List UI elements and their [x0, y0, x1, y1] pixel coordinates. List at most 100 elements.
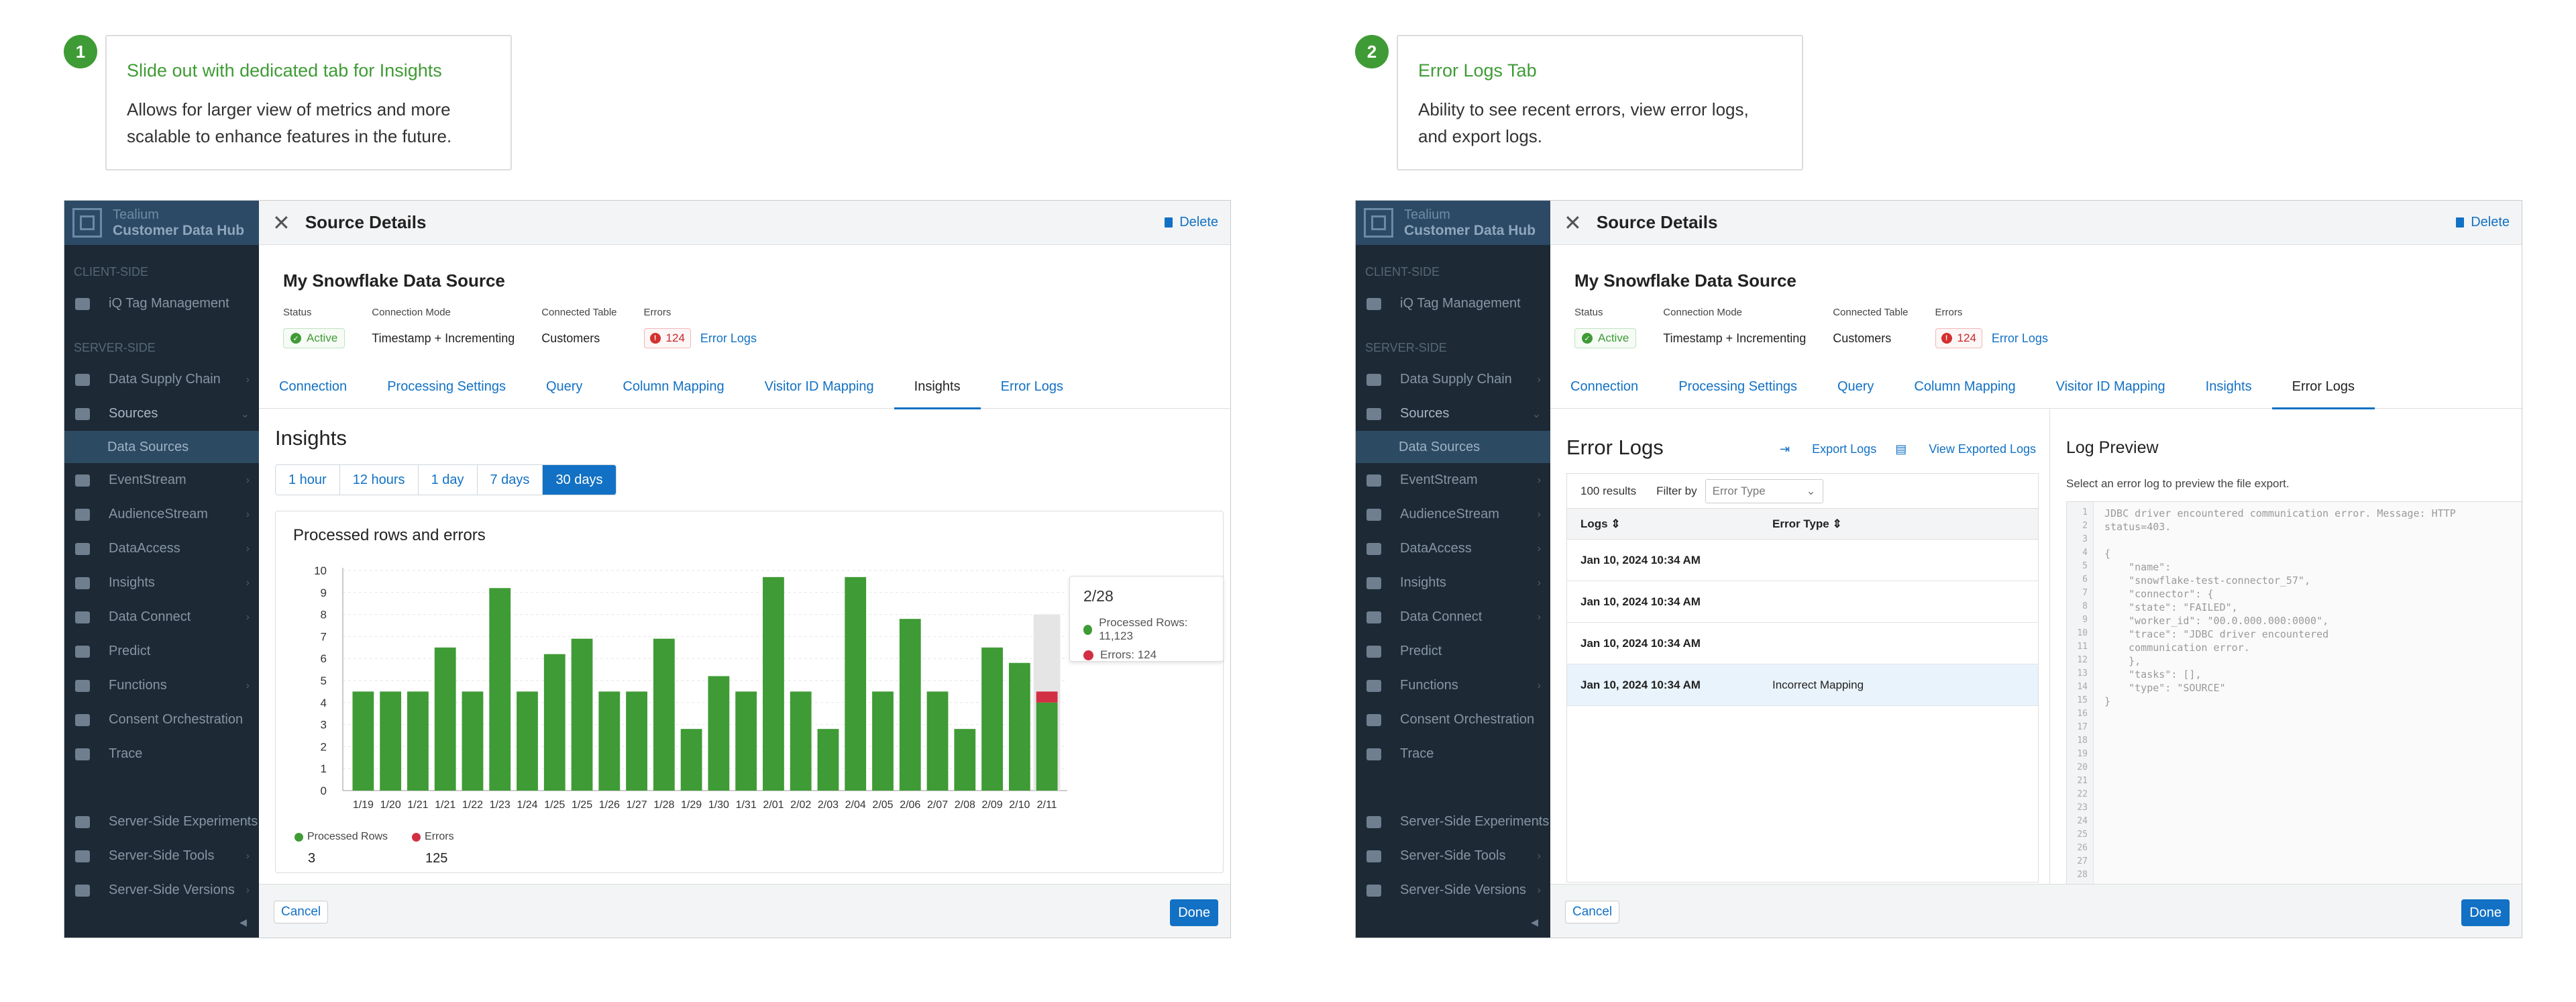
- close-icon[interactable]: ✕: [1564, 210, 1582, 235]
- sidebar-item-dataaccess[interactable]: DataAccess ›: [1356, 532, 1550, 566]
- range-30-days[interactable]: 30 days: [543, 465, 616, 495]
- tab-error-logs[interactable]: Error Logs: [1000, 379, 1063, 394]
- tab-column-mapping[interactable]: Column Mapping: [623, 379, 724, 394]
- sidebar-item-insights[interactable]: Insights ›: [64, 566, 259, 600]
- log-date: Jan 10, 2024 10:34 AM: [1580, 595, 1701, 608]
- tab-visitor-id-mapping[interactable]: Visitor ID Mapping: [2055, 379, 2165, 394]
- sidebar-item-predict[interactable]: Predict: [1356, 634, 1550, 668]
- sidebar-item-sources[interactable]: Sources ⌄: [1356, 397, 1550, 431]
- sidebar-item-data-supply-chain[interactable]: Data Supply Chain ›: [64, 362, 259, 397]
- sidebar-item-consent-orchestration[interactable]: Consent Orchestration: [1356, 703, 1550, 737]
- sidebar-item-label: AudienceStream: [109, 507, 208, 521]
- sidebar-item-data-sources[interactable]: Data Sources: [64, 431, 259, 463]
- log-preview-code[interactable]: 1 2 3 4 5 6 7 8 9 10 11 12 13 14 15 16 17 18 19 20 21 22 23 24 2…: [2066, 501, 2522, 885]
- tab-error-logs[interactable]: Error Logs: [2271, 364, 2375, 409]
- sidebar-item-predict[interactable]: Predict: [64, 634, 259, 668]
- error-type-filter[interactable]: Error Type ⌄: [1705, 479, 1823, 503]
- done-button[interactable]: Done: [2461, 899, 2510, 926]
- table-row[interactable]: Jan 10, 2024 10:34 AM: [1567, 623, 2038, 664]
- collapse-sidebar-icon[interactable]: ◂: [239, 913, 247, 930]
- code-line: "tasks": [],: [2104, 668, 2202, 681]
- connected-table-label: Connected Table: [1833, 307, 1909, 318]
- line-number: 13: [2077, 668, 2088, 679]
- tab-insights[interactable]: Insights: [894, 364, 981, 409]
- column-error-type[interactable]: Error Type ⇕: [1772, 517, 1842, 531]
- sidebar-item-server-side-versions[interactable]: Server-Side Versions ›: [1356, 873, 1550, 907]
- sidebar-item-sources[interactable]: Sources ⌄: [64, 397, 259, 431]
- collapse-sidebar-icon[interactable]: ◂: [1530, 913, 1538, 930]
- delete-button[interactable]: Delete: [1165, 215, 1218, 230]
- tab-column-mapping[interactable]: Column Mapping: [1914, 379, 2016, 394]
- tab-query[interactable]: Query: [1837, 379, 1874, 394]
- flask-icon: [1365, 815, 1383, 830]
- error-logs-link[interactable]: Error Logs: [700, 331, 757, 345]
- cancel-button[interactable]: Cancel: [1565, 901, 1620, 923]
- chart-card: Processed rows and errors 0 1 2 3 4 5 6 7 8 9 10 1/…: [275, 511, 1224, 873]
- range-1-day[interactable]: 1 day: [418, 465, 478, 495]
- table-row[interactable]: Jan 10, 2024 10:34 AM: [1567, 540, 2038, 581]
- sidebar-item-trace[interactable]: Trace: [64, 737, 259, 771]
- x-tick-label: 1/23: [490, 799, 511, 811]
- sidebar-item-data-connect[interactable]: Data Connect ›: [1356, 600, 1550, 634]
- connect-icon: [1365, 610, 1383, 625]
- tab-visitor-id-mapping[interactable]: Visitor ID Mapping: [764, 379, 874, 394]
- tab-query[interactable]: Query: [545, 379, 583, 394]
- line-number: 16: [2077, 709, 2088, 719]
- branch-icon: [1365, 883, 1383, 898]
- sidebar-item-trace[interactable]: Trace: [1356, 737, 1550, 771]
- status-value: Active: [1598, 332, 1629, 344]
- sidebar-item-functions[interactable]: Functions ›: [1356, 668, 1550, 703]
- sidebar-item-server-side-tools[interactable]: Server-Side Tools ›: [1356, 839, 1550, 873]
- close-icon[interactable]: ✕: [272, 210, 290, 235]
- sidebar-item-dataaccess[interactable]: DataAccess ›: [64, 532, 259, 566]
- sidebar-item-server-side-versions[interactable]: Server-Side Versions ›: [64, 873, 259, 907]
- sidebar-item-tag-management[interactable]: iQ Tag Management: [1356, 287, 1550, 321]
- y-tick-label: 6: [321, 652, 327, 665]
- y-tick-label: 2: [321, 740, 327, 753]
- sidebar-item-functions[interactable]: Functions ›: [64, 668, 259, 703]
- error-logs-link[interactable]: Error Logs: [1991, 331, 2048, 345]
- line-number: 22: [2077, 789, 2088, 799]
- column-logs[interactable]: Logs ⇕: [1567, 517, 1772, 531]
- bar-processed: [899, 619, 921, 791]
- sidebar-item-label: Server-Side Tools: [1400, 848, 1506, 863]
- tab-processing-settings[interactable]: Processing Settings: [1678, 379, 1797, 394]
- legend-item: Errors 125: [412, 831, 454, 866]
- range-12-hours[interactable]: 12 hours: [339, 465, 419, 495]
- sidebar-item-label: Trace: [1400, 746, 1434, 761]
- cancel-button[interactable]: Cancel: [274, 901, 329, 923]
- sidebar-header[interactable]: Tealium Customer Data Hub: [64, 201, 259, 245]
- sidebar-item-label: Server-Side Tools: [109, 848, 215, 863]
- sidebar-item-server-side-experiments[interactable]: Server-Side Experiments ›: [64, 805, 259, 839]
- tab-connection[interactable]: Connection: [279, 379, 347, 394]
- tab-processing-settings[interactable]: Processing Settings: [387, 379, 506, 394]
- sidebar-item-server-side-experiments[interactable]: Server-Side Experiments ›: [1356, 805, 1550, 839]
- tab-connection[interactable]: Connection: [1570, 379, 1639, 394]
- sidebar-item-audiencestream[interactable]: AudienceStream ›: [64, 497, 259, 532]
- sidebar-item-eventstream[interactable]: EventStream ›: [64, 463, 259, 497]
- sidebar-item-tag-management[interactable]: iQ Tag Management: [64, 287, 259, 321]
- sidebar-item-data-supply-chain[interactable]: Data Supply Chain ›: [1356, 362, 1550, 397]
- delete-button[interactable]: Delete: [2456, 215, 2510, 230]
- table-row[interactable]: Jan 10, 2024 10:34 AM Incorrect Mapping: [1567, 664, 2038, 706]
- range-7-days[interactable]: 7 days: [477, 465, 543, 495]
- sidebar-item-data-connect[interactable]: Data Connect ›: [64, 600, 259, 634]
- connection-mode-value: Timestamp + Incrementing: [1663, 331, 1807, 345]
- code-line: status=403.: [2104, 521, 2171, 533]
- sidebar-item-consent-orchestration[interactable]: Consent Orchestration: [64, 703, 259, 737]
- code-text: JDBC driver encountered communication er…: [2104, 507, 2507, 709]
- source-details-drawer: ✕ Source Details Delete My Snowflake Dat…: [259, 201, 1230, 938]
- export-logs-button[interactable]: ⇥ Export Logs: [1780, 442, 1877, 456]
- sidebar-item-audiencestream[interactable]: AudienceStream ›: [1356, 497, 1550, 532]
- sidebar-item-data-sources[interactable]: Data Sources: [1356, 431, 1550, 463]
- sidebar-item-eventstream[interactable]: EventStream ›: [1356, 463, 1550, 497]
- sidebar-item-server-side-tools[interactable]: Server-Side Tools ›: [64, 839, 259, 873]
- range-1-hour[interactable]: 1 hour: [276, 465, 340, 495]
- sidebar-item-insights[interactable]: Insights ›: [1356, 566, 1550, 600]
- done-button[interactable]: Done: [1170, 899, 1218, 926]
- sidebar-header[interactable]: Tealium Customer Data Hub: [1356, 201, 1550, 245]
- table-row[interactable]: Jan 10, 2024 10:34 AM: [1567, 581, 2038, 623]
- tab-insights[interactable]: Insights: [2205, 379, 2252, 394]
- sidebar-item-label: DataAccess: [1400, 541, 1472, 556]
- view-exported-logs-button[interactable]: ▤ View Exported Logs: [1895, 442, 2036, 456]
